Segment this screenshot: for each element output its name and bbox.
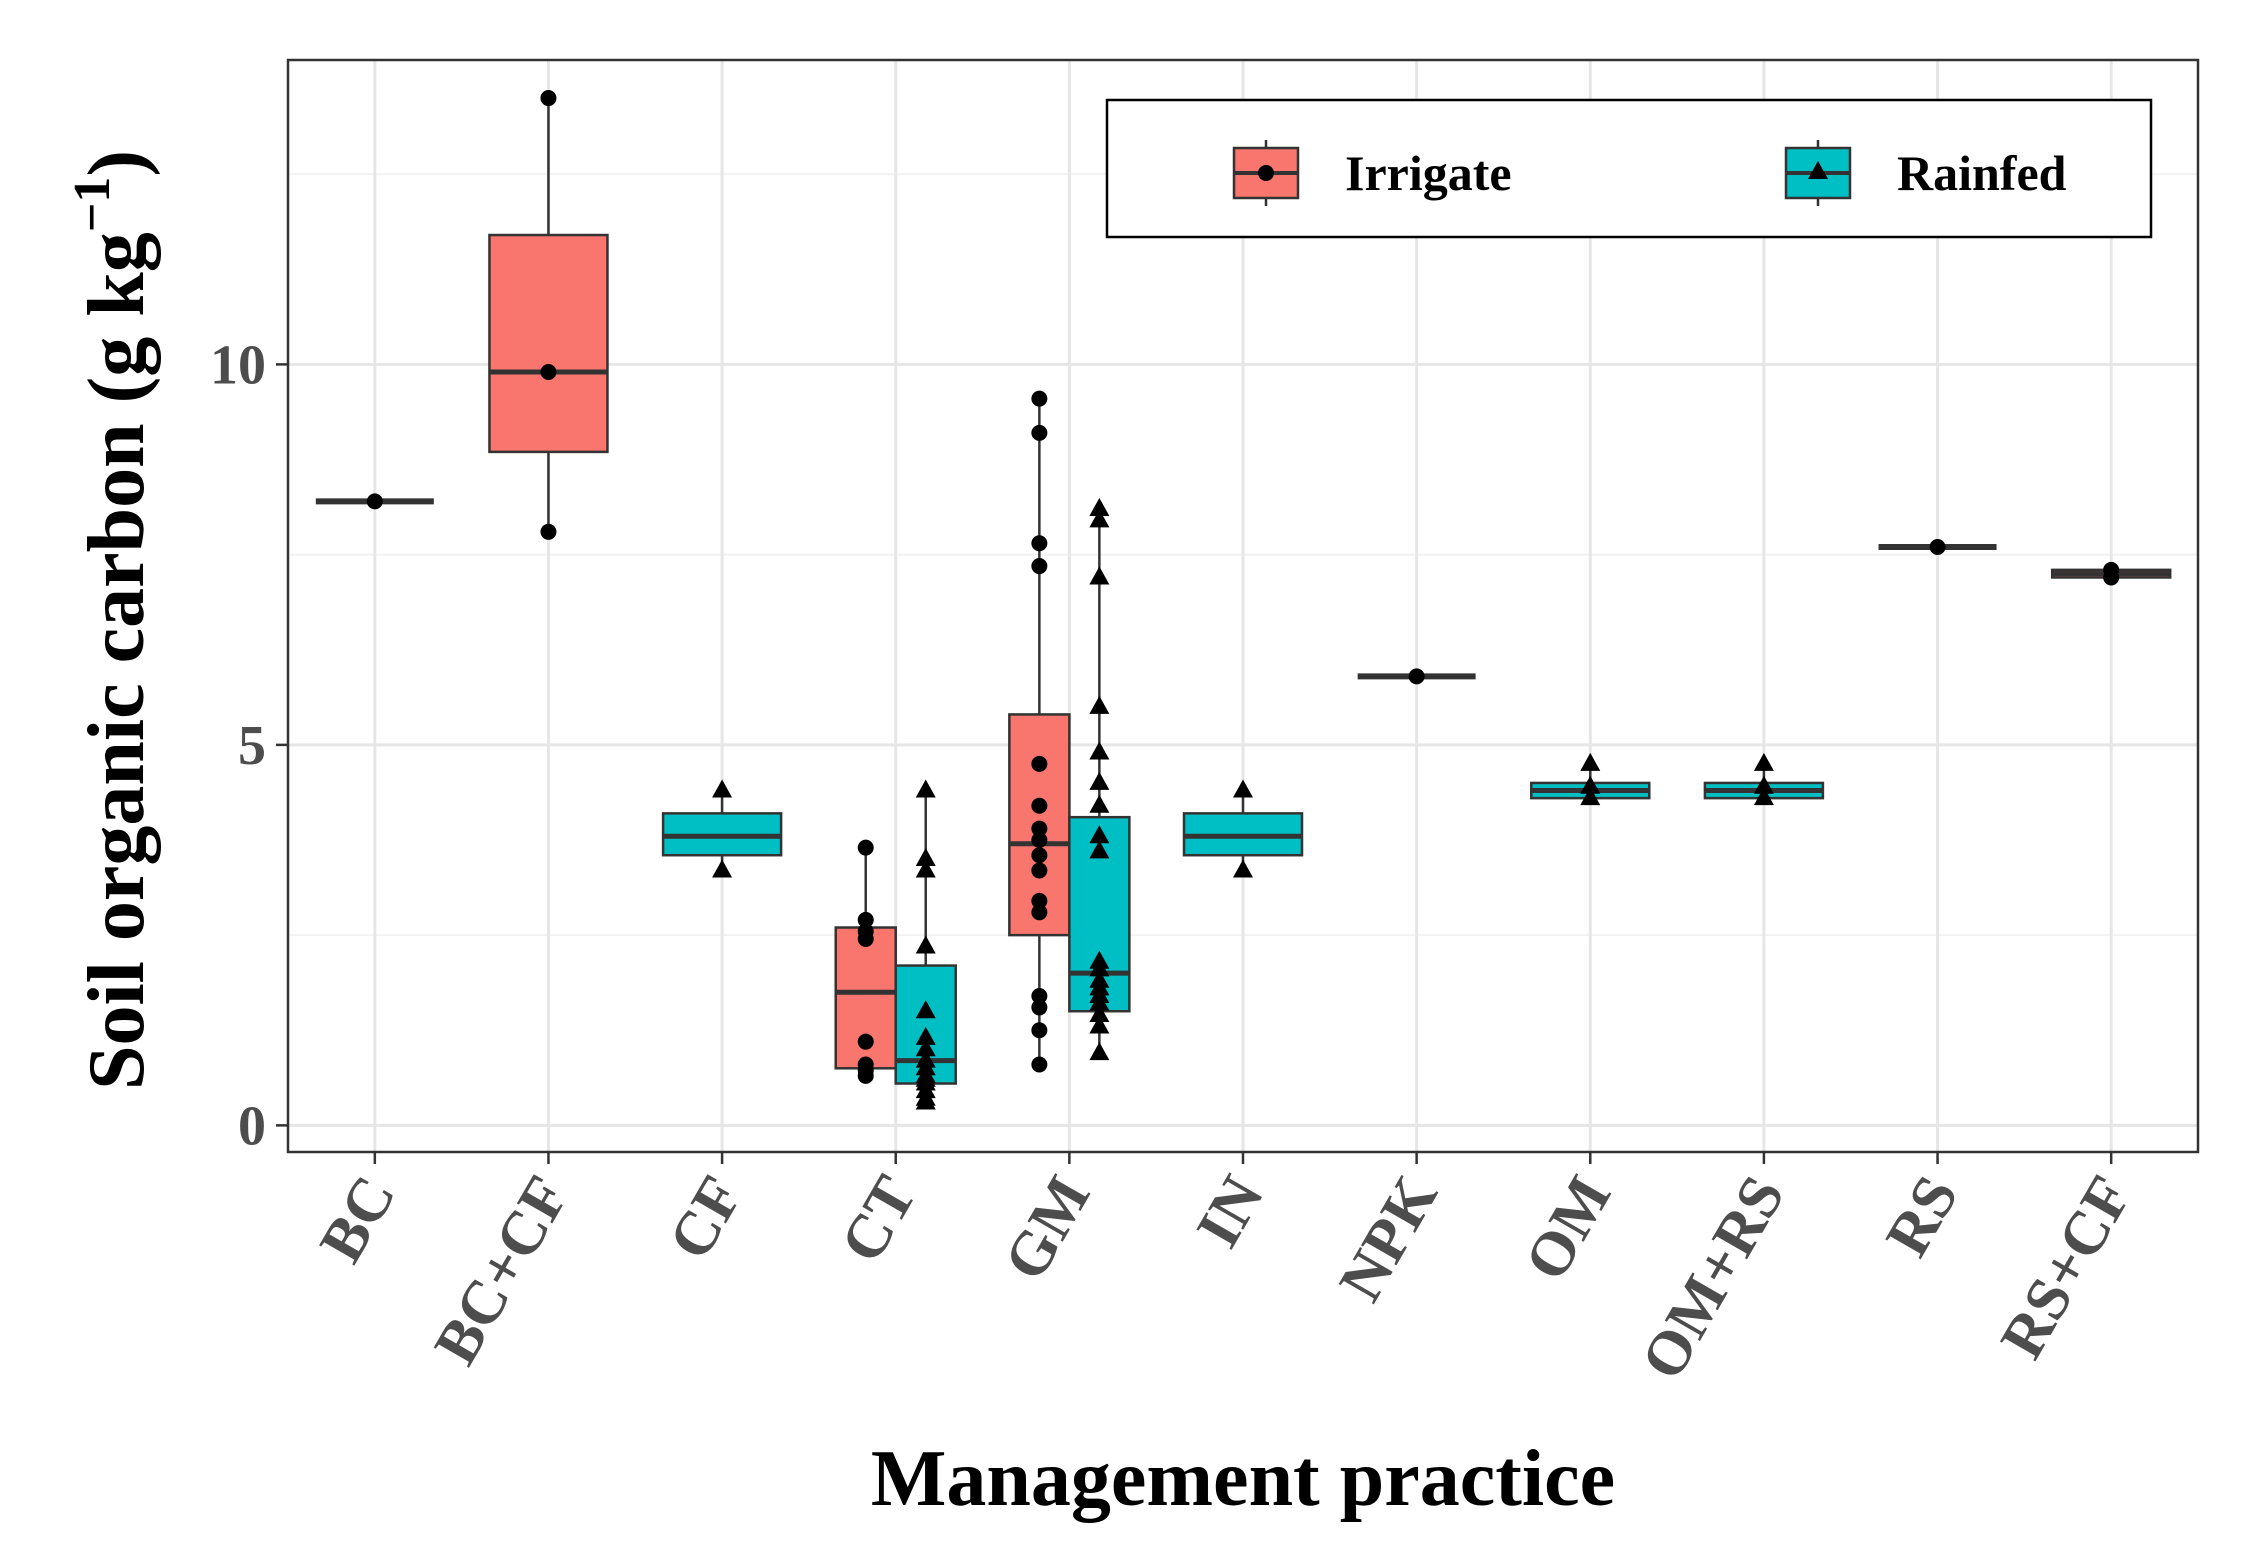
y-tick-label: 0 xyxy=(238,1095,266,1157)
point-irrigate-gm xyxy=(1031,999,1048,1016)
x-tick-label-rs-plus-cf: RS+CF xyxy=(1988,1165,2146,1370)
point-irrigate-gm xyxy=(1031,847,1048,864)
point-rainfed-gm xyxy=(1089,1015,1110,1034)
point-irrigate-gm xyxy=(1031,390,1048,407)
points-layer xyxy=(366,90,2120,1110)
legend: Irrigate Rainfed xyxy=(1105,98,2153,239)
point-rainfed-ct xyxy=(915,1000,936,1019)
point-irrigate-gm xyxy=(1031,832,1048,848)
point-rainfed-om-plus-rs xyxy=(1753,787,1774,806)
point-irrigate-bc xyxy=(366,493,383,510)
point-rainfed-gm xyxy=(1089,969,1110,988)
point-rainfed-cf xyxy=(712,779,733,798)
point-rainfed-gm xyxy=(1089,509,1110,528)
legend-irrigate-marker xyxy=(1258,165,1274,181)
legend-label-irrigate: Irrigate xyxy=(1345,145,1512,201)
point-irrigate-gm xyxy=(1031,755,1048,772)
x-tick-label-cf: CF xyxy=(656,1165,756,1271)
point-rainfed-ct xyxy=(915,1049,936,1068)
point-rainfed-om-plus-rs xyxy=(1753,775,1774,794)
x-tick-label-gm: GM xyxy=(991,1165,1103,1291)
point-rainfed-gm xyxy=(1089,950,1110,969)
point-rainfed-gm xyxy=(1089,497,1110,516)
x-tick-label-ct: CT xyxy=(828,1165,930,1274)
point-rainfed-gm xyxy=(1089,840,1110,859)
plot-panel xyxy=(286,58,2200,1154)
legend-rainfed-marker xyxy=(1808,161,1828,179)
x-tick-label-rs: RS xyxy=(1873,1165,1972,1268)
y-axis-title-superscript: −1 xyxy=(64,177,121,233)
point-irrigate-rs-plus-cf xyxy=(2103,561,2120,578)
point-rainfed-om xyxy=(1580,775,1601,794)
point-irrigate-gm xyxy=(1031,1056,1048,1073)
point-rainfed-gm xyxy=(1089,1004,1110,1023)
x-tick-label-om: OM xyxy=(1512,1165,1624,1291)
point-irrigate-gm xyxy=(1031,904,1048,921)
point-rainfed-in xyxy=(1233,859,1253,878)
point-irrigate-npk xyxy=(1408,668,1425,685)
point-irrigate-ct xyxy=(857,839,874,856)
point-rainfed-ct xyxy=(915,779,936,798)
y-tick-label: 10 xyxy=(210,334,266,396)
point-irrigate-gm xyxy=(1031,892,1048,909)
legend-key-irrigate xyxy=(1232,140,1300,206)
point-irrigate-gm xyxy=(1031,820,1048,837)
point-irrigate-ct xyxy=(857,1033,874,1050)
y-tick-label: 5 xyxy=(238,715,266,777)
point-rainfed-gm xyxy=(1089,794,1110,813)
y-axis-title: Soil organic carbon (g kg−1) xyxy=(64,150,161,1090)
point-rainfed-om-plus-rs xyxy=(1753,752,1774,771)
x-tick-label-in: IN xyxy=(1184,1165,1277,1259)
x-tick-label-bc-plus-cf: BC+CF xyxy=(422,1165,583,1376)
point-irrigate-gm xyxy=(1031,558,1048,575)
y-axis-title-close: ) xyxy=(73,150,161,177)
point-rainfed-gm xyxy=(1089,741,1110,760)
point-rainfed-ct xyxy=(915,935,936,954)
legend-key-rainfed xyxy=(1784,140,1852,206)
point-irrigate-bc-plus-cf xyxy=(540,364,557,380)
x-tick-label-npk: NPK xyxy=(1326,1165,1450,1312)
x-axis-title: Management practice xyxy=(871,1435,1615,1523)
point-rainfed-in xyxy=(1233,779,1253,798)
point-irrigate-gm xyxy=(1031,988,1048,1004)
point-irrigate-gm xyxy=(1031,797,1048,814)
point-irrigate-ct xyxy=(857,911,874,928)
point-rainfed-gm xyxy=(1089,695,1110,714)
point-rainfed-gm xyxy=(1089,771,1110,790)
point-irrigate-gm xyxy=(1031,424,1048,441)
point-rainfed-gm xyxy=(1089,825,1110,844)
point-irrigate-ct xyxy=(857,923,874,940)
point-rainfed-om xyxy=(1580,787,1601,806)
point-rainfed-ct xyxy=(915,859,936,878)
point-irrigate-rs xyxy=(1929,539,1946,556)
point-irrigate-gm xyxy=(1031,535,1048,552)
point-rainfed-ct xyxy=(915,1038,936,1057)
point-rainfed-om xyxy=(1580,752,1601,771)
box-irrigate-bc-plus-cf xyxy=(488,233,609,454)
point-irrigate-bc-plus-cf xyxy=(540,90,557,107)
point-rainfed-gm xyxy=(1089,1042,1110,1061)
x-tick-label-bc: BC xyxy=(307,1165,409,1274)
y-axis-title-main: Soil organic carbon (g kg xyxy=(73,232,161,1090)
point-rainfed-ct xyxy=(915,1026,936,1045)
legend-label-rainfed: Rainfed xyxy=(1897,145,2067,201)
boxes-layer xyxy=(315,98,2172,1103)
point-rainfed-gm xyxy=(1089,566,1110,585)
point-irrigate-gm xyxy=(1031,862,1048,879)
point-rainfed-cf xyxy=(712,859,733,878)
point-irrigate-ct xyxy=(857,1056,874,1073)
point-irrigate-bc-plus-cf xyxy=(540,523,557,540)
x-tick-label-om-plus-rs: OM+RS xyxy=(1628,1165,1798,1391)
point-irrigate-gm xyxy=(1031,1022,1048,1039)
point-rainfed-ct xyxy=(915,848,936,867)
